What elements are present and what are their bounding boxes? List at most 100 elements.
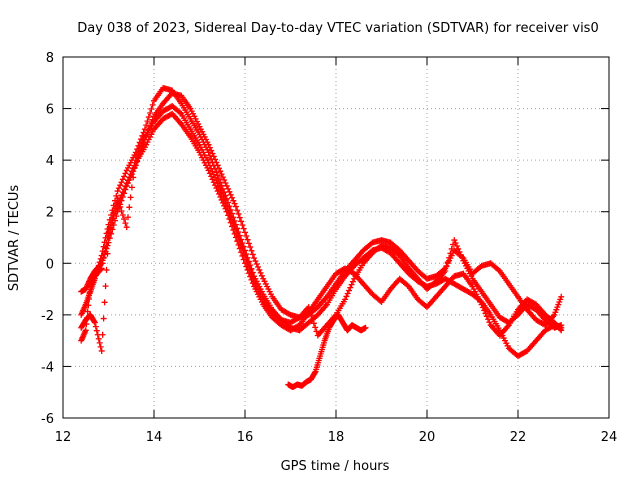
data-point-track-c bbox=[122, 183, 129, 190]
x-axis-label: GPS time / hours bbox=[281, 459, 390, 474]
chart-title: Day 038 of 2023, Sidereal Day-to-day VTE… bbox=[77, 21, 598, 36]
data-point-track-d bbox=[177, 109, 183, 116]
data-point-track-a bbox=[238, 218, 245, 225]
data-point-track-d bbox=[112, 205, 118, 212]
data-point-track-a bbox=[219, 174, 226, 181]
data-point-track-c bbox=[95, 335, 102, 342]
data-point-track-b bbox=[117, 182, 124, 189]
data-point-track-d bbox=[118, 207, 125, 214]
data-point-track-a bbox=[245, 240, 252, 247]
data-point-track-d bbox=[110, 210, 117, 217]
data-point-track-d bbox=[139, 139, 146, 146]
data-point-track-d bbox=[221, 196, 228, 203]
data-point-track-d bbox=[123, 224, 130, 231]
data-point-track-c bbox=[123, 180, 130, 187]
data-point-track-d bbox=[82, 327, 89, 334]
data-point-track-d bbox=[212, 174, 219, 181]
data-point-track-d bbox=[127, 194, 134, 201]
data-point-track-d bbox=[102, 244, 109, 251]
data-point-track-a bbox=[226, 188, 233, 195]
y-tick-label: -6 bbox=[41, 412, 54, 427]
data-point-track-c bbox=[97, 343, 104, 350]
data-point-track-b bbox=[118, 179, 125, 186]
data-point-track-d bbox=[132, 154, 139, 161]
data-point-track-a bbox=[239, 221, 246, 228]
grid bbox=[63, 57, 609, 418]
data-point-track-d bbox=[205, 159, 212, 166]
data-point-track-c bbox=[481, 307, 488, 314]
data-point-track-d bbox=[99, 260, 106, 267]
data-point-track-a bbox=[235, 210, 242, 217]
data-point-track-b bbox=[95, 262, 102, 269]
data-point-track-a bbox=[240, 225, 247, 232]
data-point-track-d bbox=[209, 168, 216, 175]
data-point-track-d bbox=[305, 304, 312, 311]
data-point-track-d bbox=[84, 314, 91, 321]
data-point-track-a bbox=[257, 269, 264, 276]
data-point-track-d bbox=[456, 248, 463, 255]
data-point-track-d bbox=[125, 214, 131, 221]
data-point-track-d bbox=[101, 249, 108, 256]
data-point-track-a bbox=[253, 261, 260, 268]
data-point-track-d bbox=[217, 186, 224, 193]
data-point-track-d bbox=[343, 293, 350, 300]
data-point-track-c bbox=[128, 168, 135, 175]
data-point-track-c bbox=[130, 165, 137, 172]
axis-ticks bbox=[62, 56, 610, 419]
data-point-track-d bbox=[236, 237, 243, 244]
data-point-track-b bbox=[115, 185, 122, 192]
data-point-track-d bbox=[121, 216, 128, 223]
data-point-track-a bbox=[248, 247, 255, 254]
data-point-track-d bbox=[98, 265, 105, 272]
y-tick-label: 4 bbox=[46, 154, 54, 169]
data-point-track-d bbox=[232, 226, 239, 233]
data-point-track-c bbox=[103, 266, 110, 273]
data-point-track-c bbox=[482, 310, 489, 317]
data-point-track-b bbox=[208, 156, 215, 163]
data-point-track-c bbox=[479, 304, 486, 311]
data-point-track-d bbox=[222, 200, 229, 207]
data-point-track-d bbox=[86, 296, 92, 303]
data-point-track-a bbox=[231, 200, 238, 207]
data-point-track-d bbox=[216, 183, 222, 190]
data-point-track-d bbox=[442, 268, 449, 275]
data-point-track-a bbox=[229, 194, 235, 201]
data-point-track-b bbox=[143, 122, 150, 129]
y-tick-label: -2 bbox=[41, 309, 54, 324]
data-point-track-d bbox=[245, 263, 252, 270]
data-point-track-b bbox=[121, 173, 128, 180]
data-point-track-d bbox=[452, 240, 459, 247]
data-point-track-d bbox=[126, 204, 133, 211]
data-point-track-d bbox=[310, 320, 317, 327]
data-point-track-c bbox=[119, 189, 126, 196]
x-tick-labels: 12 14 16 18 20 22 24 bbox=[55, 430, 618, 445]
data-point-track-b bbox=[148, 105, 155, 112]
data-point-track-d bbox=[231, 223, 238, 230]
data-point-track-d bbox=[214, 180, 221, 187]
data-point-track-d bbox=[349, 278, 356, 285]
y-axis-label: SDTVAR / TECUs bbox=[7, 185, 22, 292]
data-point-track-a bbox=[236, 214, 243, 221]
data-point-track-d bbox=[247, 267, 254, 274]
x-tick-label: 12 bbox=[55, 430, 72, 445]
data-point-track-d bbox=[347, 284, 354, 291]
data-point-track-d bbox=[230, 220, 237, 227]
data-point-track-a bbox=[249, 251, 256, 258]
data-point-track-a bbox=[223, 182, 230, 189]
data-point-track-d bbox=[312, 324, 319, 331]
data-point-track-d bbox=[134, 151, 141, 158]
data-point-track-b bbox=[122, 170, 129, 177]
data-point-track-d bbox=[210, 171, 217, 178]
data-point-track-c bbox=[121, 186, 128, 193]
data-point-track-b bbox=[97, 255, 104, 262]
data-point-track-a bbox=[247, 244, 254, 251]
data-point-track-a bbox=[230, 197, 237, 204]
data-point-track-d bbox=[229, 216, 235, 223]
y-tick-label: 8 bbox=[46, 51, 54, 66]
data-point-track-c bbox=[104, 250, 111, 257]
data-point-track-d bbox=[249, 274, 256, 281]
data-point-track-d bbox=[122, 220, 129, 227]
data-point-track-c bbox=[478, 301, 485, 308]
data-point-track-b bbox=[141, 126, 148, 133]
data-point-track-d bbox=[243, 256, 250, 263]
